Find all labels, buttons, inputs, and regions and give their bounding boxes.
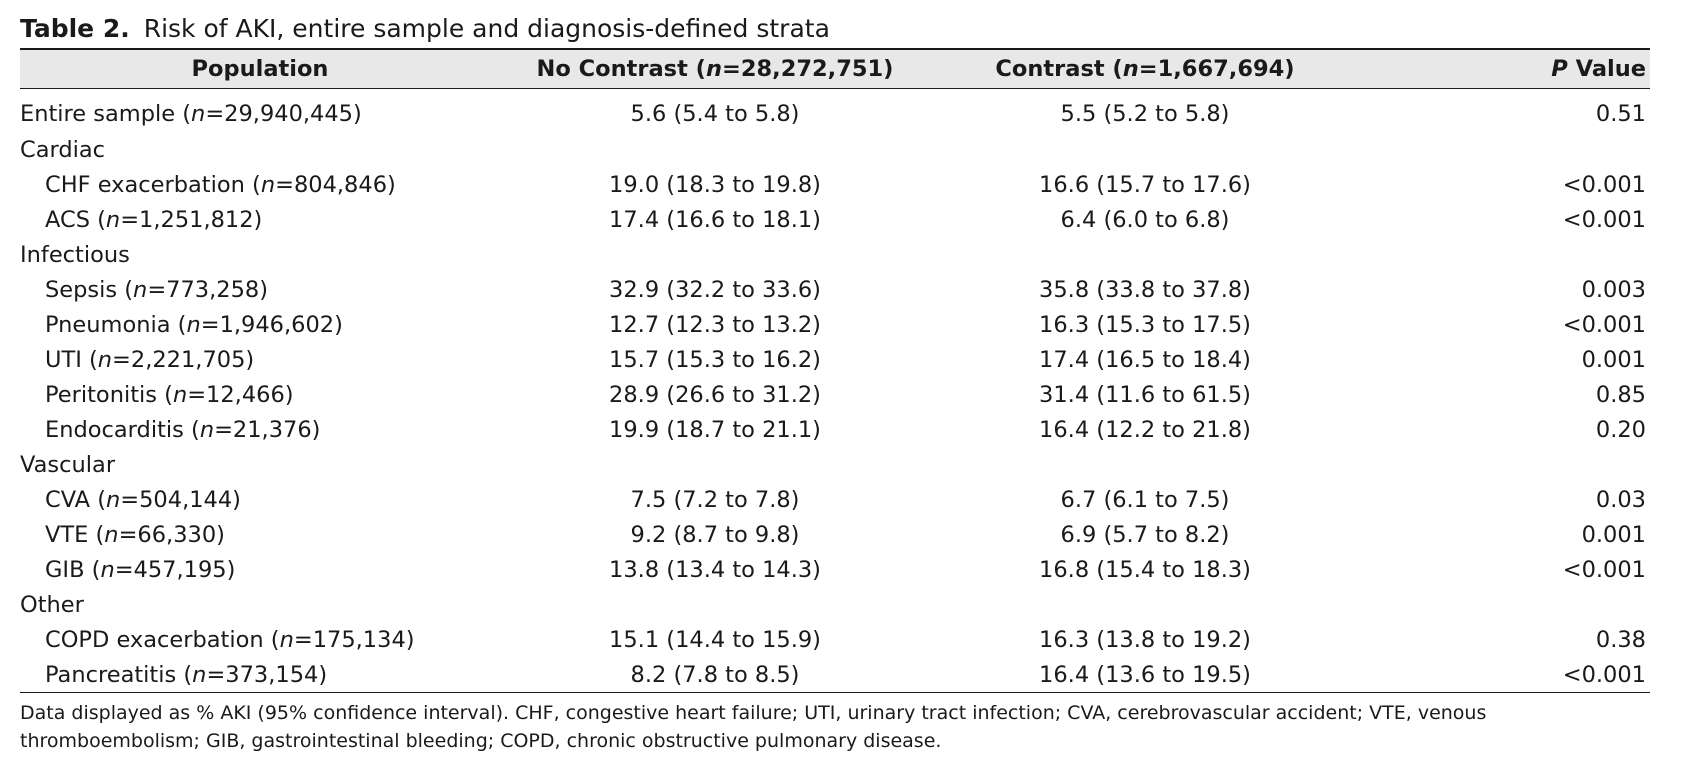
population-cell: COPD exacerbation (n=175,134) [45, 626, 415, 653]
no-contrast-cell: 5.6 (5.4 to 5.8) [630, 100, 800, 127]
table-row: COPD exacerbation (n=175,134) 15.1 (14.4 … [20, 622, 1650, 657]
contrast-cell: 16.6 (15.7 to 17.6) [1039, 171, 1251, 198]
table-row: Endocarditis (n=21,376) 19.9 (18.7 to 21.… [20, 412, 1650, 447]
table-title: Risk of AKI, entire sample and diagnosis… [143, 14, 830, 43]
table-caption: Table 2. Risk of AKI, entire sample and d… [20, 12, 1650, 48]
table-header-row: Population No Contrast (n=28,272,751) Co… [20, 48, 1650, 89]
table-row: Pneumonia (n=1,946,602) 12.7 (12.3 to 13.… [20, 307, 1650, 342]
group-label: Other [20, 591, 84, 618]
contrast-cell: 6.9 (5.7 to 8.2) [1060, 521, 1230, 548]
table-row: Peritonitis (n=12,466) 28.9 (26.6 to 31.2… [20, 377, 1650, 412]
population-cell: Entire sample (n=29,940,445) [20, 100, 362, 127]
table-label: Table 2. [20, 14, 130, 43]
table-row: CVA (n=504,144) 7.5 (7.2 to 7.8) 6.7 (6.1 … [20, 482, 1650, 517]
table-row: VTE (n=66,330) 9.2 (8.7 to 9.8) 6.9 (5.7 t… [20, 517, 1650, 552]
population-cell: Peritonitis (n=12,466) [45, 381, 294, 408]
no-contrast-cell: 28.9 (26.6 to 31.2) [609, 381, 821, 408]
contrast-cell: 35.8 (33.8 to 37.8) [1039, 276, 1251, 303]
p-value-cell: 0.20 [1595, 416, 1646, 443]
population-cell: GIB (n=457,195) [45, 556, 236, 583]
no-contrast-cell: 7.5 (7.2 to 7.8) [630, 486, 800, 513]
population-cell: VTE (n=66,330) [45, 521, 225, 548]
group-row: Infectious [20, 237, 1650, 272]
p-value-cell: 0.85 [1595, 381, 1646, 408]
table-row: Entire sample (n=29,940,445) 5.6 (5.4 to … [20, 89, 1650, 133]
header-population-label: Population [191, 56, 329, 82]
contrast-cell: 16.4 (13.6 to 19.5) [930, 657, 1360, 693]
population-cell: Sepsis (n=773,258) [45, 276, 268, 303]
group-row: Vascular [20, 447, 1650, 482]
group-row: Cardiac [20, 132, 1650, 167]
table-body: Entire sample (n=29,940,445) 5.6 (5.4 to … [20, 89, 1650, 693]
no-contrast-cell: 19.0 (18.3 to 19.8) [609, 171, 821, 198]
table-row: ACS (n=1,251,812) 17.4 (16.6 to 18.1) 6.4 … [20, 202, 1650, 237]
no-contrast-cell: 17.4 (16.6 to 18.1) [609, 206, 821, 233]
group-label: Vascular [20, 451, 116, 478]
contrast-cell: 31.4 (11.6 to 61.5) [1039, 381, 1251, 408]
no-contrast-cell: 15.7 (15.3 to 16.2) [609, 346, 821, 373]
p-value-cell: <0.001 [1562, 206, 1646, 233]
header-contrast-label: Contrast (n=1,667,694) [995, 56, 1295, 82]
contrast-cell: 6.4 (6.0 to 6.8) [1060, 206, 1230, 233]
no-contrast-cell: 32.9 (32.2 to 33.6) [609, 276, 821, 303]
table-row: CHF exacerbation (n=804,846) 19.0 (18.3 t… [20, 167, 1650, 202]
population-cell: CHF exacerbation (n=804,846) [45, 171, 396, 198]
contrast-cell: 16.8 (15.4 to 18.3) [1039, 556, 1251, 583]
p-value-cell: <0.001 [1360, 657, 1650, 693]
contrast-cell: 17.4 (16.5 to 18.4) [1039, 346, 1251, 373]
contrast-cell: 16.3 (13.8 to 19.2) [1039, 626, 1251, 653]
no-contrast-cell: 8.2 (7.8 to 8.5) [500, 657, 930, 693]
p-value-cell: 0.03 [1595, 486, 1646, 513]
population-cell: Pancreatitis (n=373,154) [20, 657, 500, 693]
p-value-cell: 0.003 [1581, 276, 1646, 303]
p-value-cell: <0.001 [1562, 311, 1646, 338]
contrast-cell: 16.4 (12.2 to 21.8) [1039, 416, 1251, 443]
header-population: Population [20, 48, 500, 89]
table-footnote: Data displayed as % AKI (95% confidence … [20, 702, 1487, 752]
contrast-cell: 6.7 (6.1 to 7.5) [1060, 486, 1230, 513]
p-value-cell: 0.38 [1595, 626, 1646, 653]
no-contrast-cell: 15.1 (14.4 to 15.9) [609, 626, 821, 653]
table-figure: Table 2. Risk of AKI, entire sample and d… [20, 12, 1650, 755]
group-label: Cardiac [20, 136, 106, 163]
group-row: Other [20, 587, 1650, 622]
p-value-cell: 0.001 [1581, 346, 1646, 373]
header-no-contrast-label: No Contrast (n=28,272,751) [536, 56, 894, 82]
p-value-cell: <0.001 [1562, 171, 1646, 198]
header-p-value: P Value [1360, 48, 1650, 89]
table-row: UTI (n=2,221,705) 15.7 (15.3 to 16.2) 17.4… [20, 342, 1650, 377]
population-cell: CVA (n=504,144) [45, 486, 241, 513]
header-p-value-label: P Value [1551, 56, 1646, 82]
contrast-cell: 16.3 (15.3 to 17.5) [1039, 311, 1251, 338]
table-row: GIB (n=457,195) 13.8 (13.4 to 14.3) 16.8 (… [20, 552, 1650, 587]
no-contrast-cell: 9.2 (8.7 to 9.8) [630, 521, 800, 548]
table-row: Sepsis (n=773,258) 32.9 (32.2 to 33.6) 35.… [20, 272, 1650, 307]
p-value-cell: <0.001 [1562, 556, 1646, 583]
group-label: Infectious [20, 241, 130, 268]
p-value-cell: 0.001 [1581, 521, 1646, 548]
p-value-cell: 0.51 [1595, 100, 1646, 127]
population-cell: Pneumonia (n=1,946,602) [45, 311, 343, 338]
contrast-cell: 5.5 (5.2 to 5.8) [1060, 100, 1230, 127]
data-table: Population No Contrast (n=28,272,751) Co… [20, 48, 1650, 693]
no-contrast-cell: 19.9 (18.7 to 21.1) [609, 416, 821, 443]
table-row: Pancreatitis (n=373,154) 8.2 (7.8 to 8.5)… [20, 657, 1650, 693]
no-contrast-cell: 12.7 (12.3 to 13.2) [609, 311, 821, 338]
no-contrast-cell: 13.8 (13.4 to 14.3) [609, 556, 821, 583]
header-no-contrast: No Contrast (n=28,272,751) [500, 48, 930, 89]
population-cell: UTI (n=2,221,705) [45, 346, 255, 373]
population-cell: Endocarditis (n=21,376) [45, 416, 321, 443]
header-contrast: Contrast (n=1,667,694) [930, 48, 1360, 89]
population-cell: ACS (n=1,251,812) [45, 206, 263, 233]
